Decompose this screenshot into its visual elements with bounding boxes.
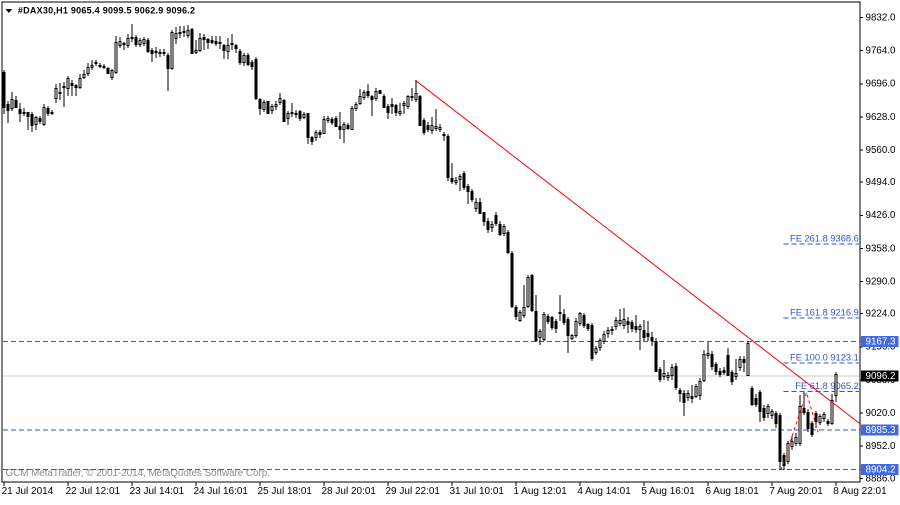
svg-text:9494.0: 9494.0	[866, 177, 897, 188]
svg-text:9290.0: 9290.0	[866, 277, 897, 288]
svg-text:6 Aug 18:01: 6 Aug 18:01	[705, 486, 759, 497]
svg-text:8952.0: 8952.0	[866, 441, 897, 452]
svg-text:9628.0: 9628.0	[866, 112, 897, 123]
svg-text:9358.0: 9358.0	[866, 243, 897, 254]
svg-text:9224.0: 9224.0	[866, 309, 897, 320]
svg-text:9560.0: 9560.0	[866, 145, 897, 156]
svg-text:9696.0: 9696.0	[866, 79, 897, 90]
svg-text:25 Jul 18:01: 25 Jul 18:01	[258, 486, 313, 497]
svg-text:GCM MetaTrader, © 2001-2014, M: GCM MetaTrader, © 2001-2014, MetaQuotes …	[6, 468, 270, 479]
svg-text:4 Aug 14:01: 4 Aug 14:01	[577, 486, 631, 497]
svg-text:FE 161.8 9216.9: FE 161.8 9216.9	[790, 308, 859, 318]
svg-text:28 Jul 20:01: 28 Jul 20:01	[322, 486, 377, 497]
svg-text:8904.2: 8904.2	[866, 465, 896, 476]
svg-text:FE 261.8 9368.6: FE 261.8 9368.6	[790, 233, 859, 243]
svg-text:22 Jul 12:01: 22 Jul 12:01	[66, 486, 121, 497]
svg-text:9764.0: 9764.0	[866, 46, 897, 57]
svg-text:9020.0: 9020.0	[866, 408, 897, 419]
svg-text:FE 100.0 9123.1: FE 100.0 9123.1	[790, 352, 859, 362]
svg-text:21 Jul 2014: 21 Jul 2014	[2, 486, 54, 497]
svg-text:29 Jul 22:01: 29 Jul 22:01	[386, 486, 441, 497]
svg-text:9832.0: 9832.0	[866, 12, 897, 23]
svg-text:9156.0: 9156.0	[866, 342, 897, 353]
svg-text:5 Aug 16:01: 5 Aug 16:01	[641, 486, 695, 497]
svg-text:FE 61.8 9065.2: FE 61.8 9065.2	[795, 381, 859, 391]
svg-text:9167.3: 9167.3	[866, 336, 897, 347]
svg-text:23 Jul 14:01: 23 Jul 14:01	[130, 486, 185, 497]
svg-text:8886.0: 8886.0	[866, 473, 897, 484]
svg-text:7 Aug 20:01: 7 Aug 20:01	[769, 486, 823, 497]
svg-text:31 Jul 10:01: 31 Jul 10:01	[450, 486, 505, 497]
svg-text:8 Aug 22:01: 8 Aug 22:01	[833, 486, 887, 497]
svg-text:9426.0: 9426.0	[866, 210, 897, 221]
svg-text:8985.3: 8985.3	[866, 425, 897, 436]
svg-text:1 Aug 12:01: 1 Aug 12:01	[513, 486, 567, 497]
svg-text:9096.2: 9096.2	[866, 371, 896, 382]
svg-text:24 Jul 16:01: 24 Jul 16:01	[194, 486, 249, 497]
svg-text:#DAX30,H1 9065.4 9099.5 9062.: #DAX30,H1 9065.4 9099.5 9062.9 9096.2	[18, 5, 195, 15]
